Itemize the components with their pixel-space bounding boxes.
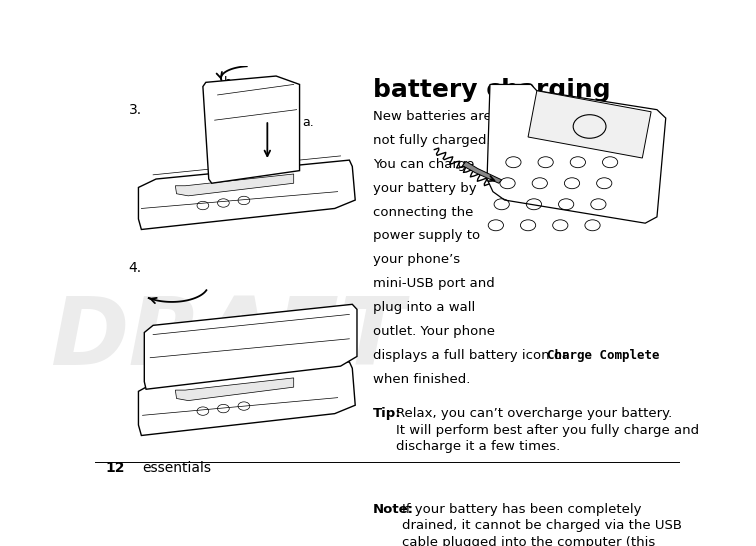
Text: b.: b. [224,76,235,89]
Text: New batteries are: New batteries are [373,110,491,123]
Text: displays a full battery icon or: displays a full battery icon or [373,349,572,363]
Polygon shape [528,91,651,158]
Text: a.: a. [302,116,314,129]
Polygon shape [175,174,293,196]
Text: mini-USB port and: mini-USB port and [373,277,494,290]
Polygon shape [138,362,355,436]
Text: Tip:: Tip: [373,407,401,420]
Text: plug into a wall: plug into a wall [373,301,475,314]
Text: outlet. Your phone: outlet. Your phone [373,325,495,339]
Text: DRAFT: DRAFT [50,293,403,385]
Text: 3.: 3. [129,103,141,117]
Text: Charge Complete: Charge Complete [547,349,660,363]
Text: your phone’s: your phone’s [373,253,460,266]
Text: power supply to: power supply to [373,229,480,242]
Text: Relax, you can’t overcharge your battery.
It will perform best after you fully c: Relax, you can’t overcharge your battery… [396,407,699,453]
Polygon shape [203,76,299,183]
Text: Note:: Note: [373,503,414,515]
Text: not fully charged.: not fully charged. [373,134,491,147]
Polygon shape [487,85,666,223]
Text: If your battery has been completely
drained, it cannot be charged via the USB
ca: If your battery has been completely drai… [402,503,704,546]
Text: battery charging: battery charging [373,78,610,102]
Polygon shape [463,162,502,183]
Text: connecting the: connecting the [373,205,473,218]
Text: 4.: 4. [129,261,141,275]
Text: 12: 12 [105,461,125,475]
Text: your battery by: your battery by [373,182,476,194]
Text: when finished.: when finished. [373,373,470,386]
Polygon shape [175,378,293,401]
Polygon shape [138,160,355,229]
Text: essentials: essentials [143,461,212,475]
Polygon shape [144,304,357,389]
Text: You can charge: You can charge [373,158,474,170]
